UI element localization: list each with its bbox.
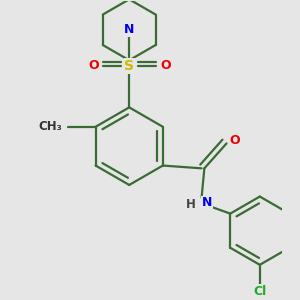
Text: Cl: Cl [253,285,266,298]
Text: S: S [124,59,134,73]
Text: N: N [124,23,134,36]
Text: O: O [160,59,171,72]
Text: O: O [88,59,98,72]
Text: O: O [230,134,240,147]
Text: N: N [124,23,134,36]
Text: N: N [202,196,212,209]
Text: CH₃: CH₃ [39,120,62,133]
Text: H: H [186,198,196,211]
